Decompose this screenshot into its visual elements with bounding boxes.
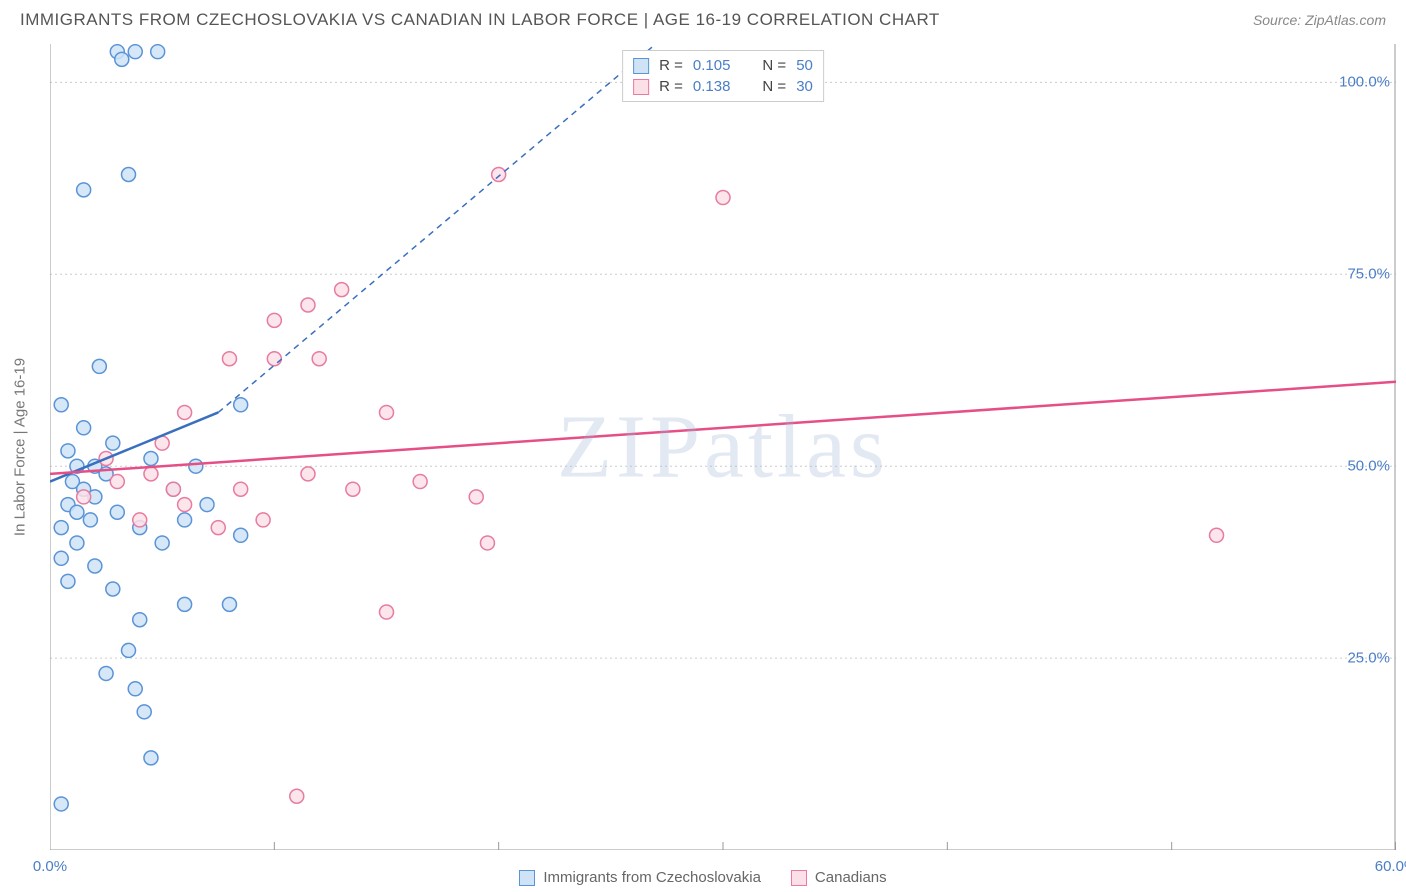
swatch-icon	[633, 58, 649, 74]
series-legend: Immigrants from Czechoslovakia Canadians	[0, 869, 1406, 886]
y-tick-label: 25.0%	[1347, 650, 1390, 667]
legend-item: Immigrants from Czechoslovakia	[519, 869, 761, 886]
y-tick-label: 75.0%	[1347, 266, 1390, 283]
header: IMMIGRANTS FROM CZECHOSLOVAKIA VS CANADI…	[0, 0, 1406, 38]
swatch-icon	[519, 870, 535, 886]
n-label: N =	[762, 78, 786, 95]
r-label: R =	[659, 78, 683, 95]
scatter-plot	[50, 44, 1396, 850]
legend-item: Canadians	[791, 869, 887, 886]
n-label: N =	[762, 57, 786, 74]
chart-area: In Labor Force | Age 16-19 25.0%50.0%75.…	[50, 44, 1396, 850]
swatch-icon	[791, 870, 807, 886]
correlation-legend: R = 0.105 N = 50 R = 0.138 N = 30	[622, 50, 824, 102]
y-axis-label: In Labor Force | Age 16-19	[12, 358, 29, 536]
correlation-row: R = 0.138 N = 30	[633, 76, 813, 97]
swatch-icon	[633, 79, 649, 95]
n-value: 50	[796, 57, 813, 74]
n-value: 30	[796, 78, 813, 95]
y-tick-label: 100.0%	[1339, 74, 1390, 91]
r-value: 0.105	[693, 57, 731, 74]
source-label: Source: ZipAtlas.com	[1253, 12, 1386, 28]
correlation-row: R = 0.105 N = 50	[633, 55, 813, 76]
legend-label: Immigrants from Czechoslovakia	[543, 869, 761, 886]
y-tick-label: 50.0%	[1347, 458, 1390, 475]
r-label: R =	[659, 57, 683, 74]
chart-title: IMMIGRANTS FROM CZECHOSLOVAKIA VS CANADI…	[20, 10, 940, 30]
legend-label: Canadians	[815, 869, 887, 886]
r-value: 0.138	[693, 78, 731, 95]
